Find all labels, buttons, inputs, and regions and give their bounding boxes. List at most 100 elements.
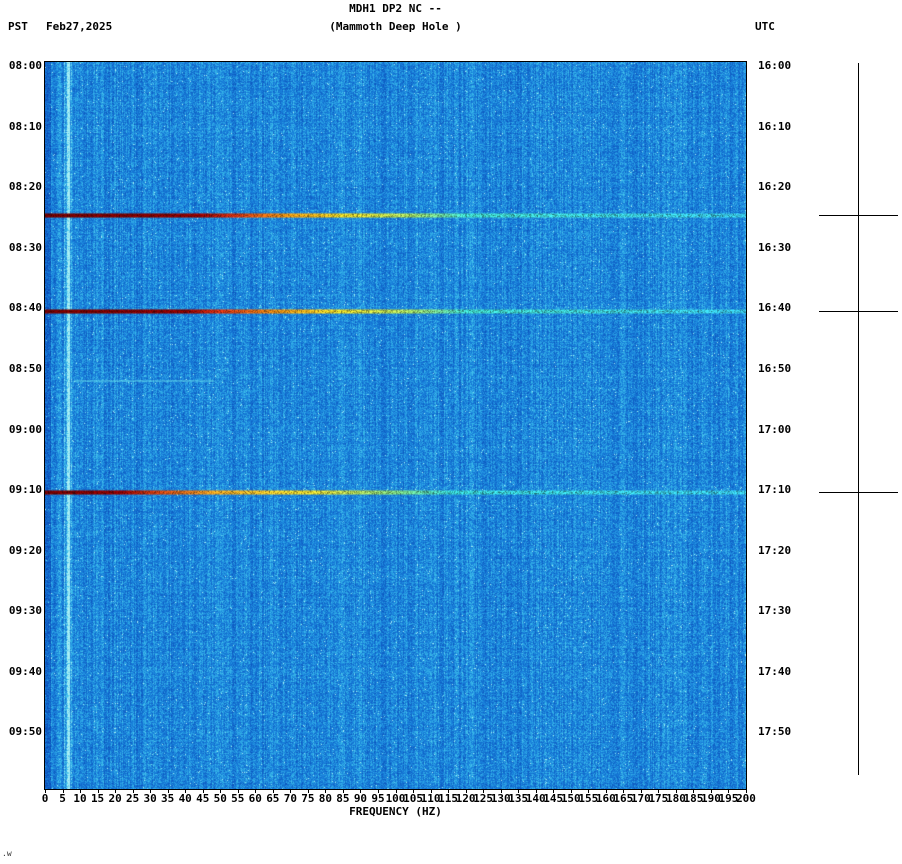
x-axis-tick-label: 115: [438, 792, 458, 805]
x-axis-tick-label: 120: [455, 792, 476, 805]
x-axis-tick-mark: [62, 789, 64, 793]
right-axis-tick-label: 17:40: [758, 664, 792, 678]
left-axis-tick-label: 09:30: [8, 604, 42, 618]
x-axis-tick-label: 150: [560, 792, 581, 805]
x-axis-tick-label: 60: [248, 792, 262, 805]
x-axis-tick-mark: [605, 789, 607, 793]
x-axis-tick-label: 25: [126, 792, 140, 805]
x-axis-tick-mark: [535, 789, 537, 793]
right-axis-tick-label: 16:40: [758, 301, 792, 315]
x-axis-tick-label: 145: [543, 792, 564, 805]
x-axis-tick-mark: [658, 789, 660, 793]
x-axis-tick-mark: [45, 789, 46, 793]
x-axis-tick-mark: [413, 789, 415, 793]
x-axis-tick-mark: [272, 789, 274, 793]
x-axis-tick-mark: [465, 789, 467, 793]
x-axis-tick-mark: [290, 789, 292, 793]
left-axis-tick-label: 08:40: [8, 301, 42, 315]
x-axis-tick-label: 175: [648, 792, 669, 805]
right-axis-tick-label: 16:50: [758, 361, 792, 375]
right-axis-tick-label: 16:30: [758, 240, 792, 254]
x-axis-tick-mark: [483, 789, 485, 793]
event-marker-tick: [819, 215, 898, 216]
x-axis-tick-label: 195: [718, 792, 739, 805]
page-subtitle: (Mammoth Deep Hole ): [329, 20, 462, 33]
x-axis-tick-mark: [588, 789, 590, 793]
x-axis-tick-label: 85: [336, 792, 350, 805]
x-axis-tick-label: 5: [59, 792, 66, 805]
right-axis-tick-label: 17:30: [758, 604, 792, 618]
right-axis-tick-label: 17:10: [758, 483, 792, 497]
right-axis-tick-label: 17:50: [758, 725, 792, 739]
x-axis-tick-label: 75: [301, 792, 315, 805]
left-axis-tick-label: 09:10: [8, 483, 42, 497]
left-axis-tick-label: 08:50: [8, 361, 42, 375]
x-axis-tick-mark: [430, 789, 432, 793]
x-axis-tick-mark: [255, 789, 257, 793]
x-axis-tick-mark: [395, 789, 397, 793]
x-axis-tick-label: 110: [420, 792, 441, 805]
x-axis-tick-mark: [150, 789, 152, 793]
x-axis-tick-label: 80: [318, 792, 333, 805]
x-axis-tick-label: 30: [143, 792, 157, 805]
x-axis-tick-mark: [325, 789, 327, 793]
right-axis-tick-label: 17:20: [758, 543, 792, 557]
x-axis-tick-label: 90: [353, 792, 368, 805]
x-axis-tick-label: 15: [90, 792, 105, 805]
event-marker-tick: [819, 492, 898, 493]
x-axis-tick-label: 10: [73, 792, 87, 805]
x-axis-tick-mark: [80, 789, 82, 793]
date-label: Feb27,2025: [46, 20, 113, 33]
right-axis-tick-label: 16:20: [758, 180, 792, 194]
x-axis-tick-label: 35: [161, 792, 175, 805]
x-axis-tick-label: 100: [385, 792, 406, 805]
timezone-right-label: UTC: [755, 20, 775, 33]
left-axis-tick-label: 09:50: [8, 725, 42, 739]
x-axis-tick-mark: [448, 789, 450, 793]
x-axis-tick-mark: [342, 789, 344, 793]
x-axis-tick-mark: [746, 789, 747, 793]
x-axis-tick-mark: [167, 789, 169, 793]
x-axis-tick-mark: [518, 789, 520, 793]
left-axis-tick-label: 08:10: [8, 119, 42, 133]
event-marker-tick: [819, 311, 898, 312]
x-axis-tick-mark: [360, 789, 362, 793]
corner-mark: .w: [2, 849, 12, 858]
x-axis-tick-mark: [377, 789, 379, 793]
left-axis-tick-label: 09:40: [8, 664, 42, 678]
x-axis-tick-mark: [710, 789, 712, 793]
x-axis-tick-label: 125: [473, 792, 494, 805]
x-axis-tick-label: 140: [525, 792, 546, 805]
x-axis-tick-label: 160: [595, 792, 616, 805]
x-axis-tick-label: 70: [283, 792, 297, 805]
x-axis-tick-mark: [185, 789, 187, 793]
x-axis-tick-label: 45: [196, 792, 210, 805]
spectrogram-canvas: [45, 62, 746, 789]
right-axis-tick-label: 16:00: [758, 59, 792, 72]
x-axis-tick-mark: [623, 789, 625, 793]
x-axis-tick-mark: [553, 789, 555, 793]
x-axis-tick-mark: [640, 789, 642, 793]
x-axis-title: FREQUENCY (HZ): [349, 805, 442, 818]
left-axis-tick-label: 09:20: [8, 543, 42, 557]
page-title: MDH1 DP2 NC --: [349, 2, 442, 15]
x-axis-tick-label: 0: [41, 792, 49, 805]
x-axis-tick-mark: [570, 789, 572, 793]
x-axis-tick-mark: [675, 789, 677, 793]
x-axis-tick-mark: [220, 789, 222, 793]
x-axis-tick-label: 170: [630, 792, 651, 805]
x-axis-tick-label: 40: [178, 792, 192, 805]
left-axis-tick-label: 08:30: [8, 240, 42, 254]
right-axis-tick-label: 17:00: [758, 422, 792, 436]
x-axis-tick-label: 165: [613, 792, 634, 805]
x-axis-tick-label: 135: [508, 792, 529, 805]
x-axis-tick-label: 95: [371, 792, 385, 805]
x-axis-tick-mark: [500, 789, 502, 793]
left-axis-tick-label: 09:00: [8, 422, 42, 436]
x-axis-tick-label: 200: [736, 792, 756, 805]
x-axis-tick-label: 155: [578, 792, 599, 805]
x-axis-tick-label: 180: [665, 792, 686, 805]
x-axis-tick-mark: [307, 789, 309, 793]
x-axis-tick-label: 65: [266, 792, 280, 805]
